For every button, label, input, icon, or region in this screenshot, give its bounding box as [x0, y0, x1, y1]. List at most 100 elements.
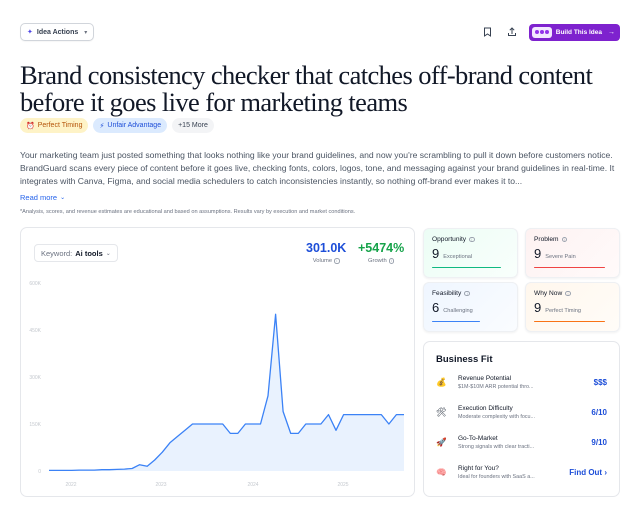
- trend-chart-card: Keyword: Ai tools ⌄ 301.0K Volume i +5474…: [20, 227, 415, 497]
- score-card-problem[interactable]: Problem i 9 Severe Pain: [525, 228, 620, 278]
- row-subtitle: Ideal for founders with SaaS a...: [458, 473, 535, 480]
- keyword-value: Ai tools: [75, 248, 103, 258]
- business-fit-row-right-for-you[interactable]: 🧠 Right for You? Ideal for founders with …: [436, 459, 607, 485]
- row-title: Right for You?: [458, 464, 499, 472]
- score-title: Feasibility: [432, 290, 462, 297]
- info-icon[interactable]: i: [469, 236, 475, 243]
- bookmark-button[interactable]: [481, 25, 495, 39]
- row-subtitle: Strong signals with clear tracti...: [458, 443, 535, 450]
- info-icon[interactable]: i: [334, 258, 340, 264]
- keyword-label: Keyword:: [41, 248, 73, 258]
- read-more-link[interactable]: Read more ⌄: [20, 193, 65, 202]
- volume-label: Volume: [312, 258, 333, 264]
- y-axis-tick: 0: [38, 469, 41, 475]
- growth-value: +5474%: [358, 241, 405, 255]
- growth-label: Growth: [368, 258, 387, 264]
- score-value: 9: [432, 246, 440, 261]
- disclaimer: *Analysis, scores, and revenue estimates…: [20, 209, 356, 215]
- score-value: 9: [534, 300, 542, 315]
- build-this-idea-button[interactable]: Build This Idea →: [528, 23, 620, 41]
- read-more-label: Read more: [20, 193, 58, 202]
- score-bar: [432, 266, 501, 268]
- score-title: Problem: [534, 236, 559, 243]
- brain-icon: 🧠: [436, 466, 447, 477]
- info-icon[interactable]: i: [565, 290, 571, 297]
- row-value: 6/10: [591, 407, 607, 417]
- idea-actions-label: Idea Actions: [36, 28, 79, 36]
- row-value: 9/10: [591, 437, 607, 447]
- y-axis-tick: 150K: [29, 422, 41, 428]
- tag-unfair-advantage[interactable]: ⚡ Unfair Advantage: [93, 118, 168, 133]
- tag-perfect-timing[interactable]: ⏰ Perfect Timing: [20, 118, 89, 133]
- x-axis-tick: 2024: [247, 482, 258, 488]
- business-fit-card: Business Fit 💰 Revenue Potential $1M-$10M…: [423, 341, 620, 497]
- share-button[interactable]: [505, 25, 519, 39]
- builder-logo-icon: [531, 26, 552, 38]
- tag-more[interactable]: +15 More: [172, 118, 214, 133]
- top-actions: Build This Idea →: [481, 23, 620, 41]
- arrow-right-icon: →: [608, 28, 615, 36]
- chevron-down-icon: ⌄: [60, 195, 66, 201]
- tools-icon: 🛠: [436, 406, 447, 417]
- tag-label: Unfair Advantage: [107, 122, 162, 129]
- y-axis-tick: 600K: [29, 281, 41, 287]
- score-bar: [534, 320, 605, 322]
- score-title: Opportunity: [432, 236, 467, 243]
- page-title: Brand consistency checker that catches o…: [20, 60, 593, 117]
- top-bar: ✦ Idea Actions ▾ Build This Idea →: [20, 22, 620, 42]
- build-label: Build This Idea: [555, 28, 602, 36]
- row-value: $$$: [593, 377, 607, 387]
- tag-list: ⏰ Perfect Timing ⚡ Unfair Advantage +15 …: [20, 118, 214, 133]
- row-title: Execution Difficulty: [458, 404, 513, 412]
- score-label: Challenging: [443, 308, 473, 314]
- chart-line: [49, 313, 404, 472]
- tag-label: +15 More: [178, 122, 208, 129]
- info-icon[interactable]: i: [561, 236, 568, 243]
- share-icon: [507, 27, 516, 36]
- volume-metric: 301.0K Volume i: [306, 241, 346, 264]
- score-label: Perfect Timing: [545, 308, 581, 314]
- business-fit-row-revenue[interactable]: 💰 Revenue Potential $1M-$10M ARR potentia…: [436, 369, 607, 395]
- score-value: 9: [534, 246, 542, 261]
- tag-label: Perfect Timing: [37, 122, 83, 129]
- row-subtitle: $1M-$10M ARR potential thro...: [458, 383, 534, 390]
- score-card-why-now[interactable]: Why Now i 9 Perfect Timing: [525, 282, 620, 332]
- find-out-link[interactable]: Find Out ›: [569, 467, 607, 477]
- x-axis-tick: 2023: [155, 482, 166, 488]
- row-title: Go-To-Market: [458, 434, 498, 442]
- row-title: Revenue Potential: [458, 374, 512, 382]
- score-card-feasibility[interactable]: Feasibility i 6 Challenging: [423, 282, 518, 332]
- score-label: Severe Pain: [545, 254, 576, 260]
- row-value: Find Out: [569, 467, 603, 477]
- score-card-opportunity[interactable]: Opportunity i 9 Exceptional: [423, 228, 518, 278]
- score-bar: [534, 266, 605, 268]
- alarm-clock-icon: ⏰: [26, 122, 35, 130]
- chevron-down-icon: ⌄: [105, 250, 111, 257]
- score-label: Exceptional: [443, 254, 473, 260]
- y-axis-tick: 300K: [29, 375, 41, 381]
- score-value: 6: [432, 300, 440, 315]
- volume-value: 301.0K: [306, 241, 347, 255]
- row-subtitle: Moderate complexity with focu...: [458, 413, 535, 420]
- business-fit-row-execution[interactable]: 🛠 Execution Difficulty Moderate complexit…: [436, 399, 607, 425]
- bookmark-icon: [484, 27, 492, 37]
- rocket-icon: 🚀: [436, 436, 447, 447]
- keyword-dropdown[interactable]: Keyword: Ai tools ⌄: [34, 244, 118, 262]
- chevron-down-icon: ▾: [84, 29, 88, 36]
- idea-actions-dropdown[interactable]: ✦ Idea Actions ▾: [20, 23, 95, 41]
- money-bag-icon: 💰: [436, 376, 447, 387]
- score-title: Why Now: [534, 290, 563, 297]
- info-icon[interactable]: i: [388, 258, 395, 264]
- chart-area-fill: [49, 314, 404, 471]
- score-bar: [432, 320, 480, 322]
- info-icon[interactable]: i: [464, 290, 470, 297]
- sparkle-icon: ✦: [27, 29, 33, 36]
- trend-chart[interactable]: 0 150K 300K 450K 600K 2022 2023 2024 2025: [21, 228, 416, 498]
- growth-metric: +5474% Growth i: [358, 241, 404, 264]
- x-axis-tick: 2025: [337, 482, 348, 488]
- lightning-icon: ⚡: [99, 122, 105, 130]
- business-fit-title: Business Fit: [436, 354, 493, 365]
- business-fit-row-gtm[interactable]: 🚀 Go-To-Market Strong signals with clear …: [436, 429, 607, 455]
- idea-description: Your marketing team just posted somethin…: [20, 150, 615, 187]
- x-axis-tick: 2022: [65, 482, 76, 488]
